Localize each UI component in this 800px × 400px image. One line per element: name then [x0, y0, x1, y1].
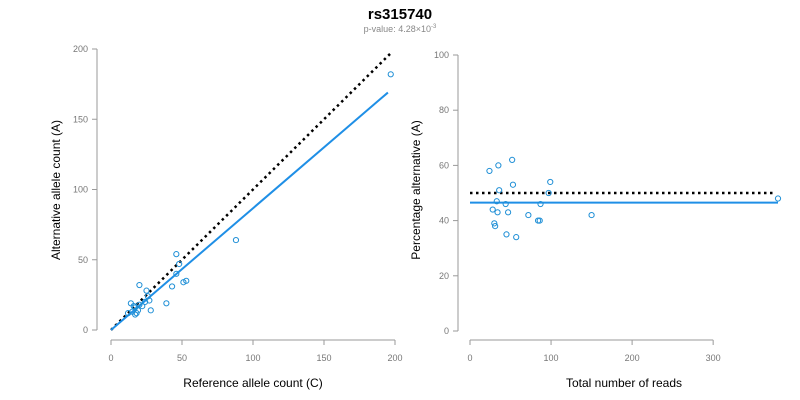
data-point	[536, 217, 543, 224]
y-tick-label: 20	[439, 271, 449, 281]
data-point	[494, 209, 501, 216]
x-tick-label: 200	[387, 353, 402, 363]
data-point	[173, 251, 180, 258]
data-point	[141, 298, 149, 305]
data-point	[588, 211, 595, 219]
data-point	[232, 236, 240, 244]
data-point	[491, 220, 498, 227]
y-tick-label: 0	[83, 325, 88, 335]
data-point	[134, 307, 142, 314]
data-point	[136, 281, 143, 289]
data-point	[130, 303, 137, 310]
data-point	[513, 234, 520, 241]
data-point	[173, 270, 180, 277]
x-tick-label: 0	[467, 353, 472, 363]
data-point	[545, 189, 552, 197]
p-value-exponent: -3	[430, 24, 437, 30]
x-tick-label: 100	[245, 353, 260, 363]
y-tick-label: 100	[73, 185, 88, 195]
data-point	[147, 307, 154, 314]
data-point	[547, 178, 554, 186]
y-axis-title: Percentage alternative (A)	[409, 120, 423, 259]
data-point	[132, 311, 139, 318]
y-axis-title: Alternative allele count (A)	[49, 120, 63, 260]
data-point	[143, 287, 150, 294]
y-tick-label: 80	[439, 105, 449, 115]
reference-dotted-line	[110, 52, 392, 331]
y-tick-label: 200	[73, 44, 88, 54]
data-point	[503, 231, 510, 238]
chart-panel-2: 0 100 200 300 0 20 40 60 80 100 Total number of re…	[409, 50, 782, 390]
data-point	[493, 198, 500, 205]
p-value-subtitle: p-value: 4.28×10-3	[0, 24, 800, 34]
x-tick-label: 150	[316, 353, 331, 363]
y-tick-label: 50	[78, 255, 88, 265]
data-point	[144, 293, 152, 300]
y-tick-label: 150	[73, 114, 88, 124]
data-point	[387, 71, 394, 78]
x-tick-label: 100	[544, 353, 559, 363]
data-point	[502, 200, 509, 208]
x-tick-label: 0	[108, 353, 113, 363]
data-point	[492, 223, 499, 230]
data-point	[146, 297, 153, 304]
data-point	[774, 195, 782, 202]
y-tick-label: 40	[439, 216, 449, 226]
chart-title: rs315740	[367, 6, 433, 23]
data-point	[537, 200, 544, 208]
data-point	[489, 206, 496, 213]
x-tick-label: 200	[625, 353, 640, 363]
y-tick-label: 0	[444, 326, 449, 336]
data-point	[163, 300, 170, 307]
data-point	[509, 156, 516, 163]
y-tick-label: 60	[439, 160, 449, 170]
x-axis-title: Total number of reads	[566, 376, 682, 390]
data-point	[183, 277, 190, 284]
chart-panel-1: 0 50 100 150 200 0 50 100 150 200 Reference allele…	[49, 44, 403, 390]
fit-line	[110, 91, 389, 331]
data-point	[139, 303, 146, 310]
data-point	[486, 167, 493, 175]
data-point	[168, 283, 176, 290]
x-tick-label: 50	[177, 353, 187, 363]
data-point	[509, 181, 517, 188]
p-value-text: p-value: 4.28×10	[363, 24, 431, 34]
data-point	[496, 187, 503, 194]
x-tick-label: 300	[706, 353, 721, 363]
y-tick-label: 100	[434, 50, 449, 60]
data-point	[495, 162, 502, 169]
data-point	[525, 211, 532, 219]
x-axis-title: Reference allele count (C)	[183, 376, 322, 390]
data-point	[176, 260, 183, 268]
data-point	[504, 209, 512, 216]
data-point	[124, 310, 132, 317]
